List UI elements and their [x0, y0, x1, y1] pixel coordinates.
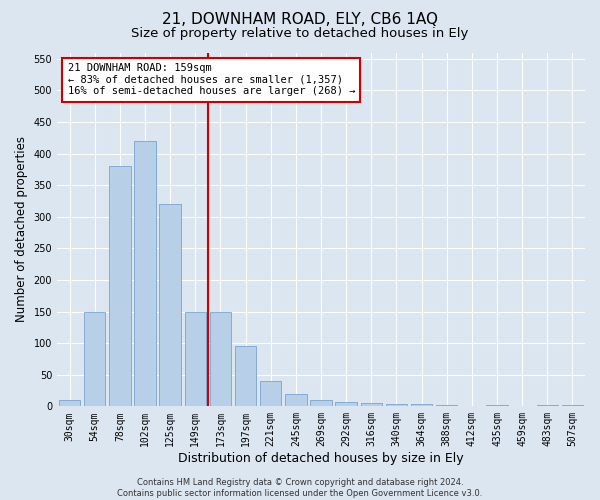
Bar	[109, 166, 131, 406]
Bar	[210, 312, 231, 406]
Bar	[84, 312, 106, 406]
Bar	[361, 403, 382, 406]
Y-axis label: Number of detached properties: Number of detached properties	[15, 136, 28, 322]
Bar	[235, 346, 256, 406]
Bar	[335, 402, 357, 406]
Bar	[536, 405, 558, 406]
Bar	[386, 404, 407, 406]
Bar	[160, 204, 181, 406]
X-axis label: Distribution of detached houses by size in Ely: Distribution of detached houses by size …	[178, 452, 464, 465]
Text: 21 DOWNHAM ROAD: 159sqm
← 83% of detached houses are smaller (1,357)
16% of semi: 21 DOWNHAM ROAD: 159sqm ← 83% of detache…	[68, 63, 355, 96]
Bar	[411, 404, 432, 406]
Text: 21, DOWNHAM ROAD, ELY, CB6 1AQ: 21, DOWNHAM ROAD, ELY, CB6 1AQ	[162, 12, 438, 28]
Bar	[487, 405, 508, 406]
Bar	[134, 141, 156, 406]
Bar	[59, 400, 80, 406]
Bar	[436, 405, 457, 406]
Text: Contains HM Land Registry data © Crown copyright and database right 2024.
Contai: Contains HM Land Registry data © Crown c…	[118, 478, 482, 498]
Bar	[562, 405, 583, 406]
Bar	[285, 394, 307, 406]
Text: Size of property relative to detached houses in Ely: Size of property relative to detached ho…	[131, 28, 469, 40]
Bar	[310, 400, 332, 406]
Bar	[260, 381, 281, 406]
Bar	[185, 312, 206, 406]
